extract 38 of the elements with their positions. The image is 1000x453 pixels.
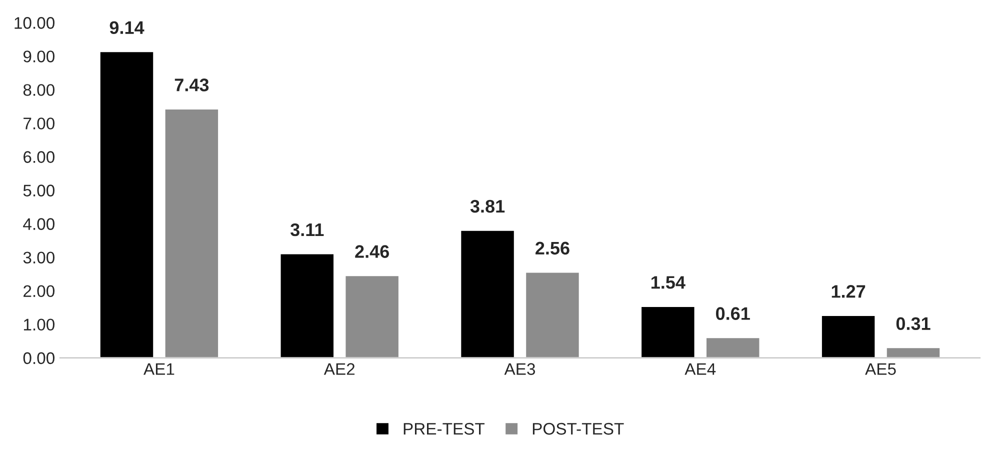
bar — [705, 336, 761, 358]
y-tick-label: 8.00 — [23, 84, 54, 96]
y-tick-label: 6.00 — [24, 151, 54, 163]
data-label: 1.27 — [832, 285, 866, 298]
x-tick-label: AE3 — [504, 363, 536, 375]
y-tick-label: 4.00 — [23, 218, 54, 230]
data-label: 0.31 — [896, 317, 930, 330]
bar — [460, 229, 516, 358]
bar — [640, 306, 696, 358]
data-label: 2.46 — [355, 245, 389, 258]
data-label: 7.43 — [174, 78, 209, 92]
x-tick-label: AE1 — [144, 363, 174, 375]
y-tick-label: 0.00 — [23, 352, 54, 364]
data-label: 3.81 — [470, 200, 505, 213]
y-tick-label: 5.00 — [23, 184, 54, 196]
bar — [344, 274, 400, 358]
data-label: 9.14 — [110, 21, 144, 34]
data-label: 3.11 — [290, 223, 324, 236]
y-tick-label: 2.00 — [24, 285, 54, 298]
x-tick-label: AE4 — [684, 363, 716, 375]
data-label: 0.61 — [716, 307, 750, 320]
bar — [279, 252, 335, 358]
bar — [886, 346, 942, 358]
data-label: 2.56 — [536, 242, 570, 255]
bar — [820, 314, 876, 358]
y-tick-label: 3.00 — [23, 252, 54, 264]
y-tick-label: 9.00 — [23, 50, 54, 62]
legend-label: POST-TEST — [532, 422, 624, 435]
x-tick-label: AE2 — [324, 363, 355, 375]
y-tick-label: 1.00 — [24, 318, 54, 331]
bar — [524, 271, 580, 358]
data-label: 1.54 — [651, 276, 686, 289]
legend-label: PRE-TEST — [404, 422, 485, 435]
y-tick-label: 7.00 — [24, 118, 54, 130]
x-tick-label: AE5 — [865, 363, 896, 375]
y-tick-label: 10.00 — [14, 17, 54, 29]
bar — [98, 50, 154, 358]
bar — [164, 108, 220, 358]
